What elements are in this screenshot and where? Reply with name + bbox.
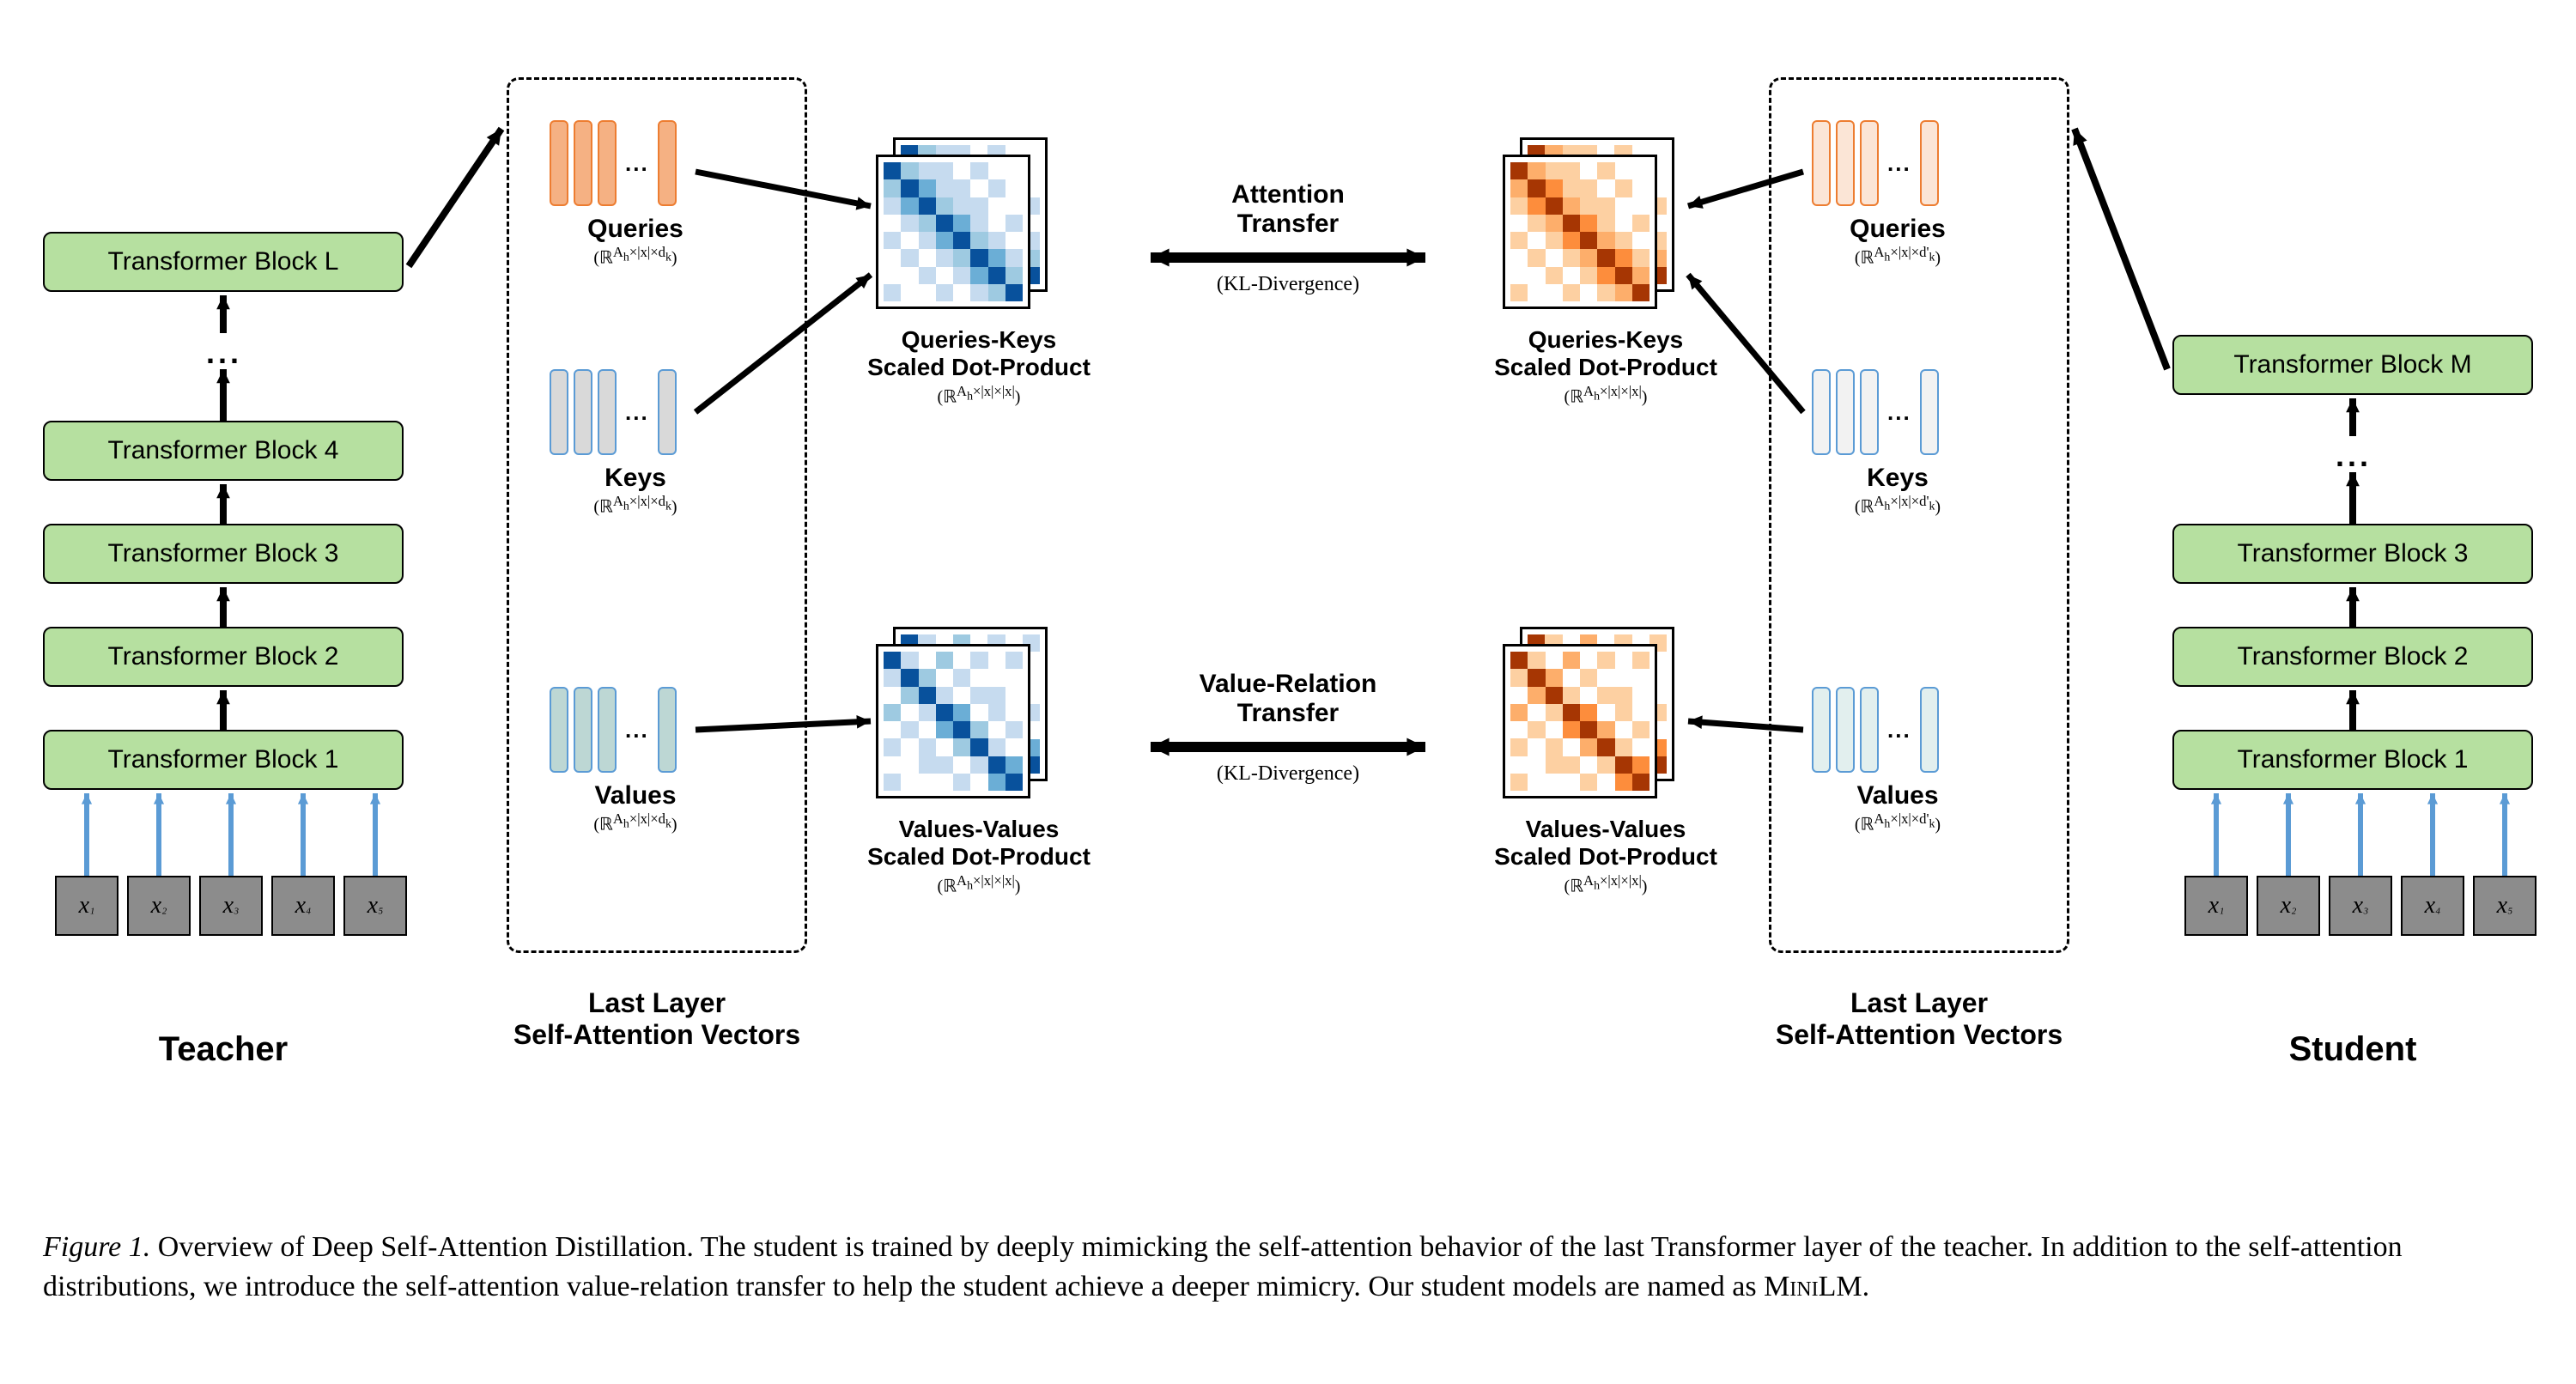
- teacher-vv-dims: (ℝAh×|x|×|x|): [850, 872, 1108, 897]
- value-transfer-sub: (KL-Divergence): [1168, 762, 1408, 786]
- student-queries-bars: ...: [1812, 120, 1939, 206]
- attention-transfer: AttentionTransfer: [1168, 180, 1408, 239]
- teacher-vv-matrix: [876, 627, 1056, 807]
- teacher-queries-bars: ...: [550, 120, 677, 206]
- student-vv-title: Values-ValuesScaled Dot-Product: [1477, 816, 1735, 871]
- figure-caption: Figure 1. Overview of Deep Self-Attentio…: [43, 1228, 2516, 1307]
- teacher-values-title: Values: [524, 781, 747, 810]
- teacher-keys-dims: (ℝAh×|x|×dk): [524, 493, 747, 518]
- teacher-label: Teacher: [94, 1030, 352, 1069]
- teacher-values-dims: (ℝAh×|x|×dk): [524, 810, 747, 835]
- student-vv-dims: (ℝAh×|x|×|x|): [1477, 872, 1735, 897]
- diagram-root: Transformer Block 1Transformer Block 2Tr…: [26, 26, 2550, 1358]
- student-qk-matrix: [1503, 137, 1683, 318]
- teacher-keys-title: Keys: [524, 464, 747, 493]
- student-keys-title: Keys: [1786, 464, 2009, 493]
- student-keys-bars: ...: [1812, 369, 1939, 455]
- student-keys-dims: (ℝAh×|x|×d'k): [1786, 493, 2009, 518]
- attention-transfer-sub: (KL-Divergence): [1168, 273, 1408, 296]
- student-values-bars: ...: [1812, 687, 1939, 773]
- student-values-title: Values: [1786, 781, 2009, 810]
- teacher-vectors-caption: Last LayerSelf-Attention Vectors: [472, 987, 841, 1051]
- teacher-qk-matrix: [876, 137, 1056, 318]
- student-vv-matrix: [1503, 627, 1683, 807]
- value-transfer: Value-RelationTransfer: [1168, 670, 1408, 728]
- teacher-keys-bars: ...: [550, 369, 677, 455]
- student-label: Student: [2224, 1030, 2482, 1069]
- teacher-vv-title: Values-ValuesScaled Dot-Product: [850, 816, 1108, 871]
- student-vectors-caption: Last LayerSelf-Attention Vectors: [1735, 987, 2104, 1051]
- student-values-dims: (ℝAh×|x|×d'k): [1786, 810, 2009, 835]
- teacher-values-bars: ...: [550, 687, 677, 773]
